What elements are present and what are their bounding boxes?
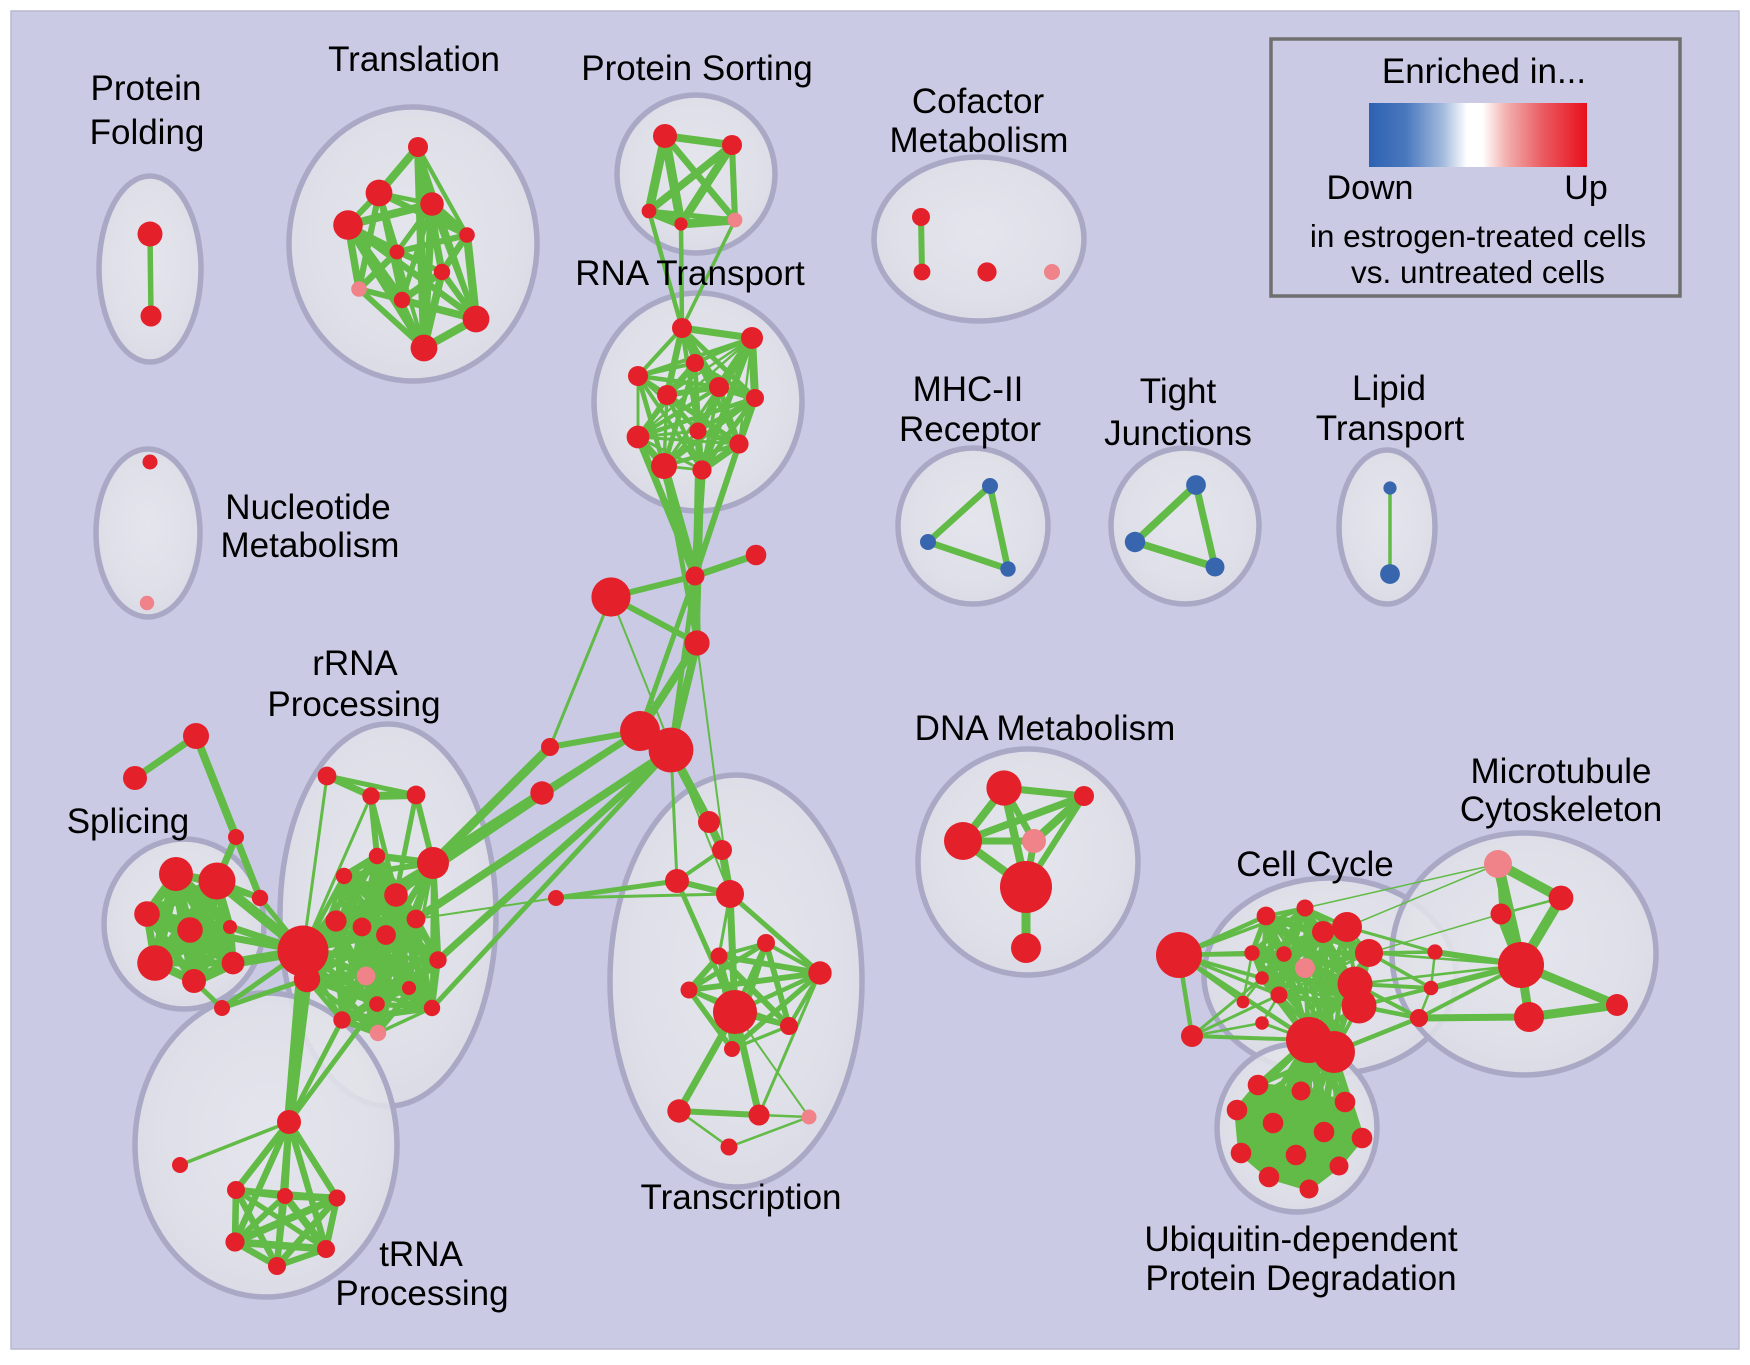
svg-text:Enriched in...: Enriched in... <box>1382 52 1586 91</box>
svg-text:Nucleotide: Nucleotide <box>225 488 390 527</box>
svg-text:Receptor: Receptor <box>899 410 1041 449</box>
svg-text:Cell Cycle: Cell Cycle <box>1236 845 1394 884</box>
svg-text:rRNA: rRNA <box>312 644 398 683</box>
svg-text:Microtubule: Microtubule <box>1471 752 1652 791</box>
svg-text:Translation: Translation <box>328 40 500 79</box>
svg-text:Splicing: Splicing <box>67 802 190 841</box>
svg-text:Processing: Processing <box>267 685 440 724</box>
svg-text:RNA Transport: RNA Transport <box>575 254 805 293</box>
svg-text:Ubiquitin-dependent: Ubiquitin-dependent <box>1144 1220 1458 1259</box>
svg-text:MHC-II: MHC-II <box>913 370 1024 409</box>
svg-text:DNA Metabolism: DNA Metabolism <box>915 709 1176 748</box>
svg-text:Protein Degradation: Protein Degradation <box>1145 1259 1456 1298</box>
svg-text:Metabolism: Metabolism <box>890 121 1069 160</box>
svg-text:Transcription: Transcription <box>641 1178 842 1217</box>
svg-text:vs. untreated cells: vs. untreated cells <box>1351 254 1605 290</box>
svg-text:Transport: Transport <box>1316 409 1465 448</box>
svg-text:tRNA: tRNA <box>379 1235 463 1274</box>
svg-text:Metabolism: Metabolism <box>221 526 400 565</box>
svg-text:Folding: Folding <box>90 113 205 152</box>
svg-text:Lipid: Lipid <box>1352 369 1426 408</box>
svg-text:Up: Up <box>1564 169 1607 207</box>
svg-text:Cytoskeleton: Cytoskeleton <box>1460 790 1662 829</box>
svg-text:Tight: Tight <box>1140 372 1217 411</box>
svg-text:Protein Sorting: Protein Sorting <box>581 49 813 88</box>
svg-text:Cofactor: Cofactor <box>912 82 1045 121</box>
svg-text:Protein: Protein <box>91 69 202 108</box>
svg-text:in estrogen-treated cells: in estrogen-treated cells <box>1310 218 1646 254</box>
svg-text:Junctions: Junctions <box>1104 414 1252 453</box>
svg-text:Down: Down <box>1327 169 1414 207</box>
svg-text:Processing: Processing <box>335 1274 508 1313</box>
